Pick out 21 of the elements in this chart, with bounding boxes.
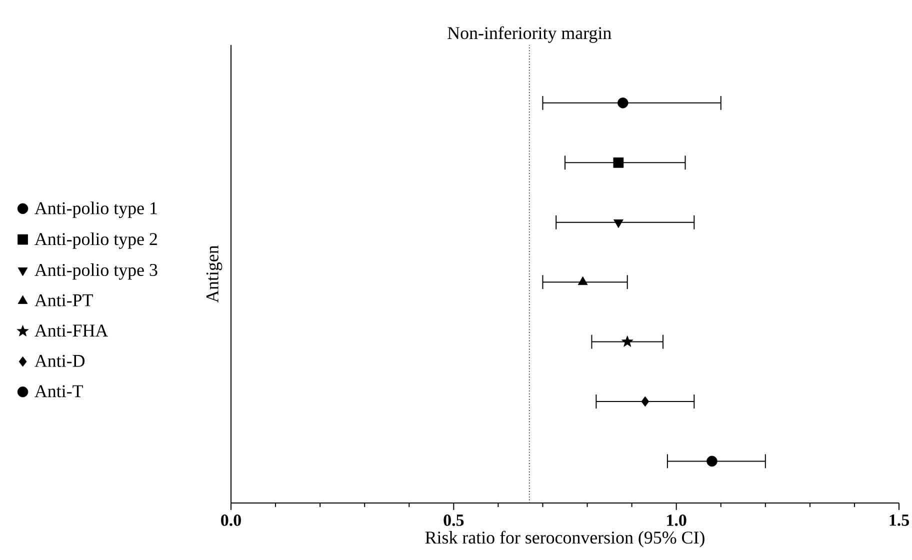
x-tick-label: 0.0 [221, 514, 241, 526]
point [613, 157, 624, 168]
legend-label: Anti-polio type 3 [34, 263, 158, 280]
ref-line-label: Non-inferiority margin [448, 26, 612, 43]
point [641, 396, 650, 407]
point [614, 219, 624, 228]
legend-label: Anti-polio type 2 [34, 232, 157, 249]
point [578, 276, 588, 286]
point [621, 336, 634, 347]
y-axis-title: Antigen [206, 245, 222, 303]
x-axis-title: Risk ratio for seroconversion (95% CI) [425, 530, 704, 548]
legend-label: Anti-D [34, 354, 85, 367]
point [618, 98, 628, 108]
point [706, 456, 718, 467]
legend-label: Anti-FHA [34, 324, 108, 337]
legend-label: Anti-PT [34, 294, 93, 306]
legend-label: Anti-polio type 1 [34, 202, 157, 218]
x-tick-label: 1.5 [890, 514, 909, 526]
x-tick-label: 1.0 [667, 514, 686, 526]
x-tick-label: 0.5 [444, 514, 464, 526]
legend-label: Anti-T [34, 385, 83, 398]
